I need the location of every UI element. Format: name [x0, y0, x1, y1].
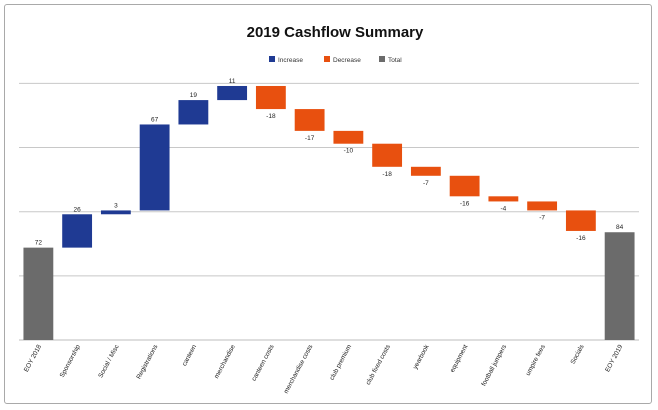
tick-label-canteen: canteen	[181, 343, 198, 367]
category-tick-labels: EOY 2018 Sponsorship Social / Misc Registra…	[23, 343, 625, 395]
chart-title: 2019 Cashflow Summary	[247, 24, 424, 41]
waterfall-chart: 2019 Cashflow Summary Increase Decrease To…	[19, 24, 639, 395]
tick-label-equipment: equipment	[449, 343, 470, 373]
tick-label-eoy-2018: EOY 2018	[23, 343, 43, 373]
data-label-canteen: 19	[190, 92, 198, 99]
bar-registrations	[139, 124, 170, 211]
data-label-eoy-2019: 84	[616, 224, 624, 231]
tick-label-merchandise: merchandise	[213, 343, 237, 379]
legend-label-total: Total	[388, 57, 402, 64]
data-label-social-misc: 3	[114, 202, 118, 209]
data-label-club-premium: -10	[344, 148, 354, 155]
tick-label-registrations: Registrations	[135, 343, 159, 380]
data-label-equipment: -16	[460, 200, 470, 207]
legend-swatch-total	[379, 56, 385, 62]
tick-label-football-jumpers: football jumpers	[480, 343, 508, 387]
chart-legend: Increase Decrease Total	[269, 56, 402, 64]
bar-eoy-2018	[23, 247, 54, 340]
tick-label-sponsorship: Sponsorship	[59, 343, 82, 379]
tick-label-yearbook: yearbook	[412, 343, 431, 371]
tick-label-club-premium: club premium	[329, 344, 353, 382]
tick-label-umpire-fees: umpire fees	[525, 343, 547, 377]
chart-frame: 2019 Cashflow Summary Increase Decrease To…	[4, 4, 652, 404]
tick-label-merchandise-costs: merchandise costs	[283, 343, 315, 395]
legend-label-increase: Increase	[278, 57, 303, 64]
bar-yearbook	[410, 166, 441, 176]
bar-sponsorship	[62, 214, 93, 248]
bar-club-fixed-costs	[372, 143, 403, 167]
data-label-football-jumpers: -4	[500, 205, 506, 212]
bars	[23, 85, 635, 340]
bar-football-jumpers	[488, 196, 519, 202]
bar-socials	[565, 210, 596, 231]
data-label-umpire-fees: -7	[539, 214, 545, 221]
bar-merchandise-costs	[294, 109, 325, 131]
bar-canteen	[178, 100, 209, 125]
data-label-socials: -16	[576, 235, 586, 242]
data-label-eoy-2018: 72	[35, 240, 43, 247]
tick-label-socials: Socials	[570, 343, 586, 365]
bar-canteen-costs	[255, 85, 286, 110]
tick-label-social-misc: Social / Misc	[97, 343, 121, 379]
bar-equipment	[449, 175, 480, 197]
bar-merchandise	[217, 85, 248, 101]
legend-swatch-decrease	[324, 56, 330, 62]
bar-umpire-fees	[527, 201, 558, 211]
data-label-sponsorship: 26	[74, 206, 82, 213]
data-label-yearbook: -7	[423, 180, 429, 187]
data-label-canteen-costs: -18	[266, 113, 276, 120]
legend-label-decrease: Decrease	[333, 57, 361, 64]
data-labels: 72 26 3 67 19 11 -18 -17 -10 -18 -7 -16 -4 -7 -16 84	[35, 78, 624, 247]
tick-label-club-fixed-costs: club fixed costs	[365, 343, 392, 386]
bar-eoy-2019	[604, 232, 635, 340]
data-label-club-fixed-costs: -18	[382, 171, 392, 178]
bar-social-misc	[100, 210, 131, 215]
data-label-registrations: 67	[151, 116, 159, 123]
tick-label-canteen-costs: canteen costs	[251, 343, 276, 382]
data-label-merchandise: 11	[229, 78, 236, 85]
tick-label-eoy-2019: EOY 2019	[604, 343, 624, 373]
legend-swatch-increase	[269, 56, 275, 62]
bar-club-premium	[333, 130, 364, 144]
data-label-merchandise-costs: -17	[305, 135, 315, 142]
